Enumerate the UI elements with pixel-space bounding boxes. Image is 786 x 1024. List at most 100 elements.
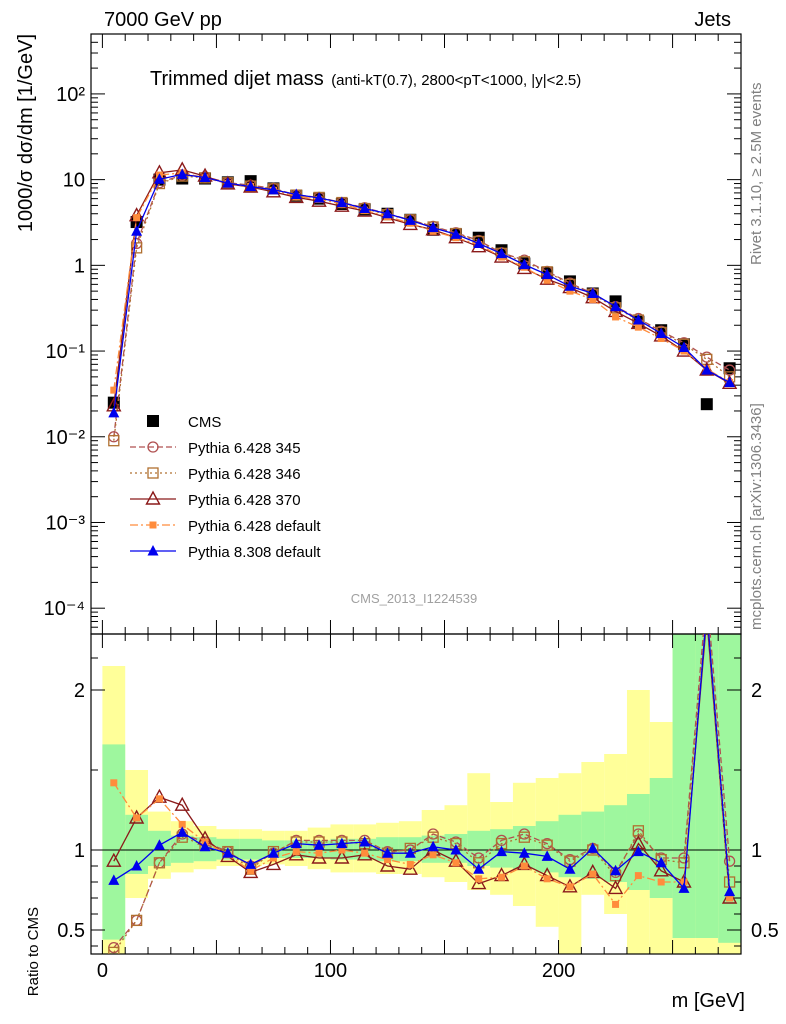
chart-title: Trimmed dijet mass (anti-kT(0.7), 2800<p…	[150, 68, 581, 90]
data-point	[404, 847, 416, 858]
data-point	[147, 441, 159, 453]
data-point	[612, 313, 620, 321]
ratio-y-tick-label: 2	[74, 680, 85, 702]
data-point	[147, 545, 159, 556]
data-point	[199, 840, 211, 852]
data-point	[678, 341, 690, 353]
data-point	[541, 268, 553, 280]
data-point	[543, 276, 551, 284]
data-point	[174, 796, 190, 811]
ratio-y-tick-label: 2	[751, 680, 762, 702]
data-point	[315, 849, 323, 857]
legend-label: Pythia 6.428 346	[188, 466, 301, 483]
band-inner	[535, 821, 559, 873]
band-inner	[170, 835, 194, 863]
series-p8	[108, 168, 736, 418]
data-point	[566, 287, 574, 295]
ratio-line	[113, 634, 731, 892]
data-point	[518, 831, 530, 843]
data-point	[222, 177, 234, 188]
data-point	[700, 398, 713, 411]
data-point	[518, 258, 530, 270]
data-point	[149, 521, 157, 529]
data-point	[564, 280, 576, 291]
data-point	[131, 860, 143, 871]
data-point	[541, 839, 553, 851]
band-inner	[467, 830, 491, 866]
band-inner	[649, 778, 673, 898]
ratio-line	[113, 634, 731, 906]
data-point	[359, 836, 371, 847]
x-tick-label: 200	[542, 960, 575, 982]
data-point	[267, 847, 279, 858]
data-point	[496, 247, 508, 259]
data-point	[290, 188, 302, 200]
data-point	[313, 839, 325, 850]
x-tick-label: 100	[314, 960, 347, 982]
y-tick-label: 10⁻¹	[46, 341, 86, 363]
series-line	[113, 169, 730, 406]
data-point	[473, 863, 485, 874]
data-point	[145, 490, 161, 505]
data-point	[541, 850, 553, 861]
data-point	[311, 849, 327, 864]
x-tick-label: 0	[97, 960, 108, 982]
legend-item: Pythia 6.428 345	[130, 440, 301, 457]
series-line	[113, 172, 730, 391]
legend-label: Pythia 6.428 default	[188, 518, 321, 535]
band-inner	[626, 794, 650, 890]
data-point	[701, 351, 713, 363]
data-point	[106, 852, 122, 867]
legend-label: Pythia 6.428 345	[188, 440, 301, 457]
data-point	[383, 856, 391, 864]
data-point	[130, 914, 143, 927]
ratio-plot-frame	[90, 633, 742, 955]
analysis-id-label: CMS_2013_I1224539	[351, 591, 478, 606]
data-point	[632, 314, 644, 325]
legend-item: Pythia 6.428 default	[130, 518, 321, 535]
data-point	[153, 857, 166, 869]
legend-item: Pythia 6.428 370	[130, 490, 301, 509]
data-point	[245, 858, 257, 869]
legend-item: CMS	[147, 414, 221, 431]
data-point	[634, 872, 642, 880]
y-tick-label: 1	[74, 255, 85, 277]
series-cms	[107, 172, 736, 411]
data-point	[245, 180, 257, 192]
data-point	[657, 335, 665, 343]
y-tick-label: 10²	[56, 84, 85, 106]
data-point	[381, 847, 393, 858]
data-point	[473, 237, 485, 248]
data-point	[147, 467, 159, 479]
series-p345	[108, 169, 736, 443]
band-inner	[239, 838, 263, 860]
data-point	[632, 845, 644, 857]
data-point	[133, 214, 141, 222]
x-axis-label: m [GeV]	[672, 990, 745, 1012]
series-line	[113, 173, 730, 413]
data-point	[564, 863, 576, 874]
data-point	[723, 855, 736, 867]
chart-title-main: Trimmed dijet mass	[150, 68, 324, 90]
data-point	[222, 847, 234, 858]
series-p370	[106, 161, 738, 412]
data-point	[429, 851, 437, 859]
series-p346	[108, 170, 736, 447]
data-point	[724, 376, 736, 387]
data-point	[110, 386, 118, 394]
data-point	[153, 173, 165, 184]
data-point	[334, 849, 350, 864]
data-point	[336, 196, 348, 208]
data-point	[147, 415, 159, 427]
data-point	[427, 840, 439, 852]
data-point	[267, 183, 279, 195]
legend-label: Pythia 8.308 default	[188, 544, 321, 561]
data-point	[475, 875, 483, 883]
y-tick-label: 10⁻³	[46, 512, 86, 534]
data-point	[543, 875, 551, 883]
data-point	[471, 875, 487, 890]
chart-title-sub: (anti-kT(0.7), 2800<pT<1000, |y|<2.5)	[331, 72, 581, 89]
legend-item: Pythia 8.308 default	[130, 544, 321, 561]
series-line	[113, 174, 730, 437]
